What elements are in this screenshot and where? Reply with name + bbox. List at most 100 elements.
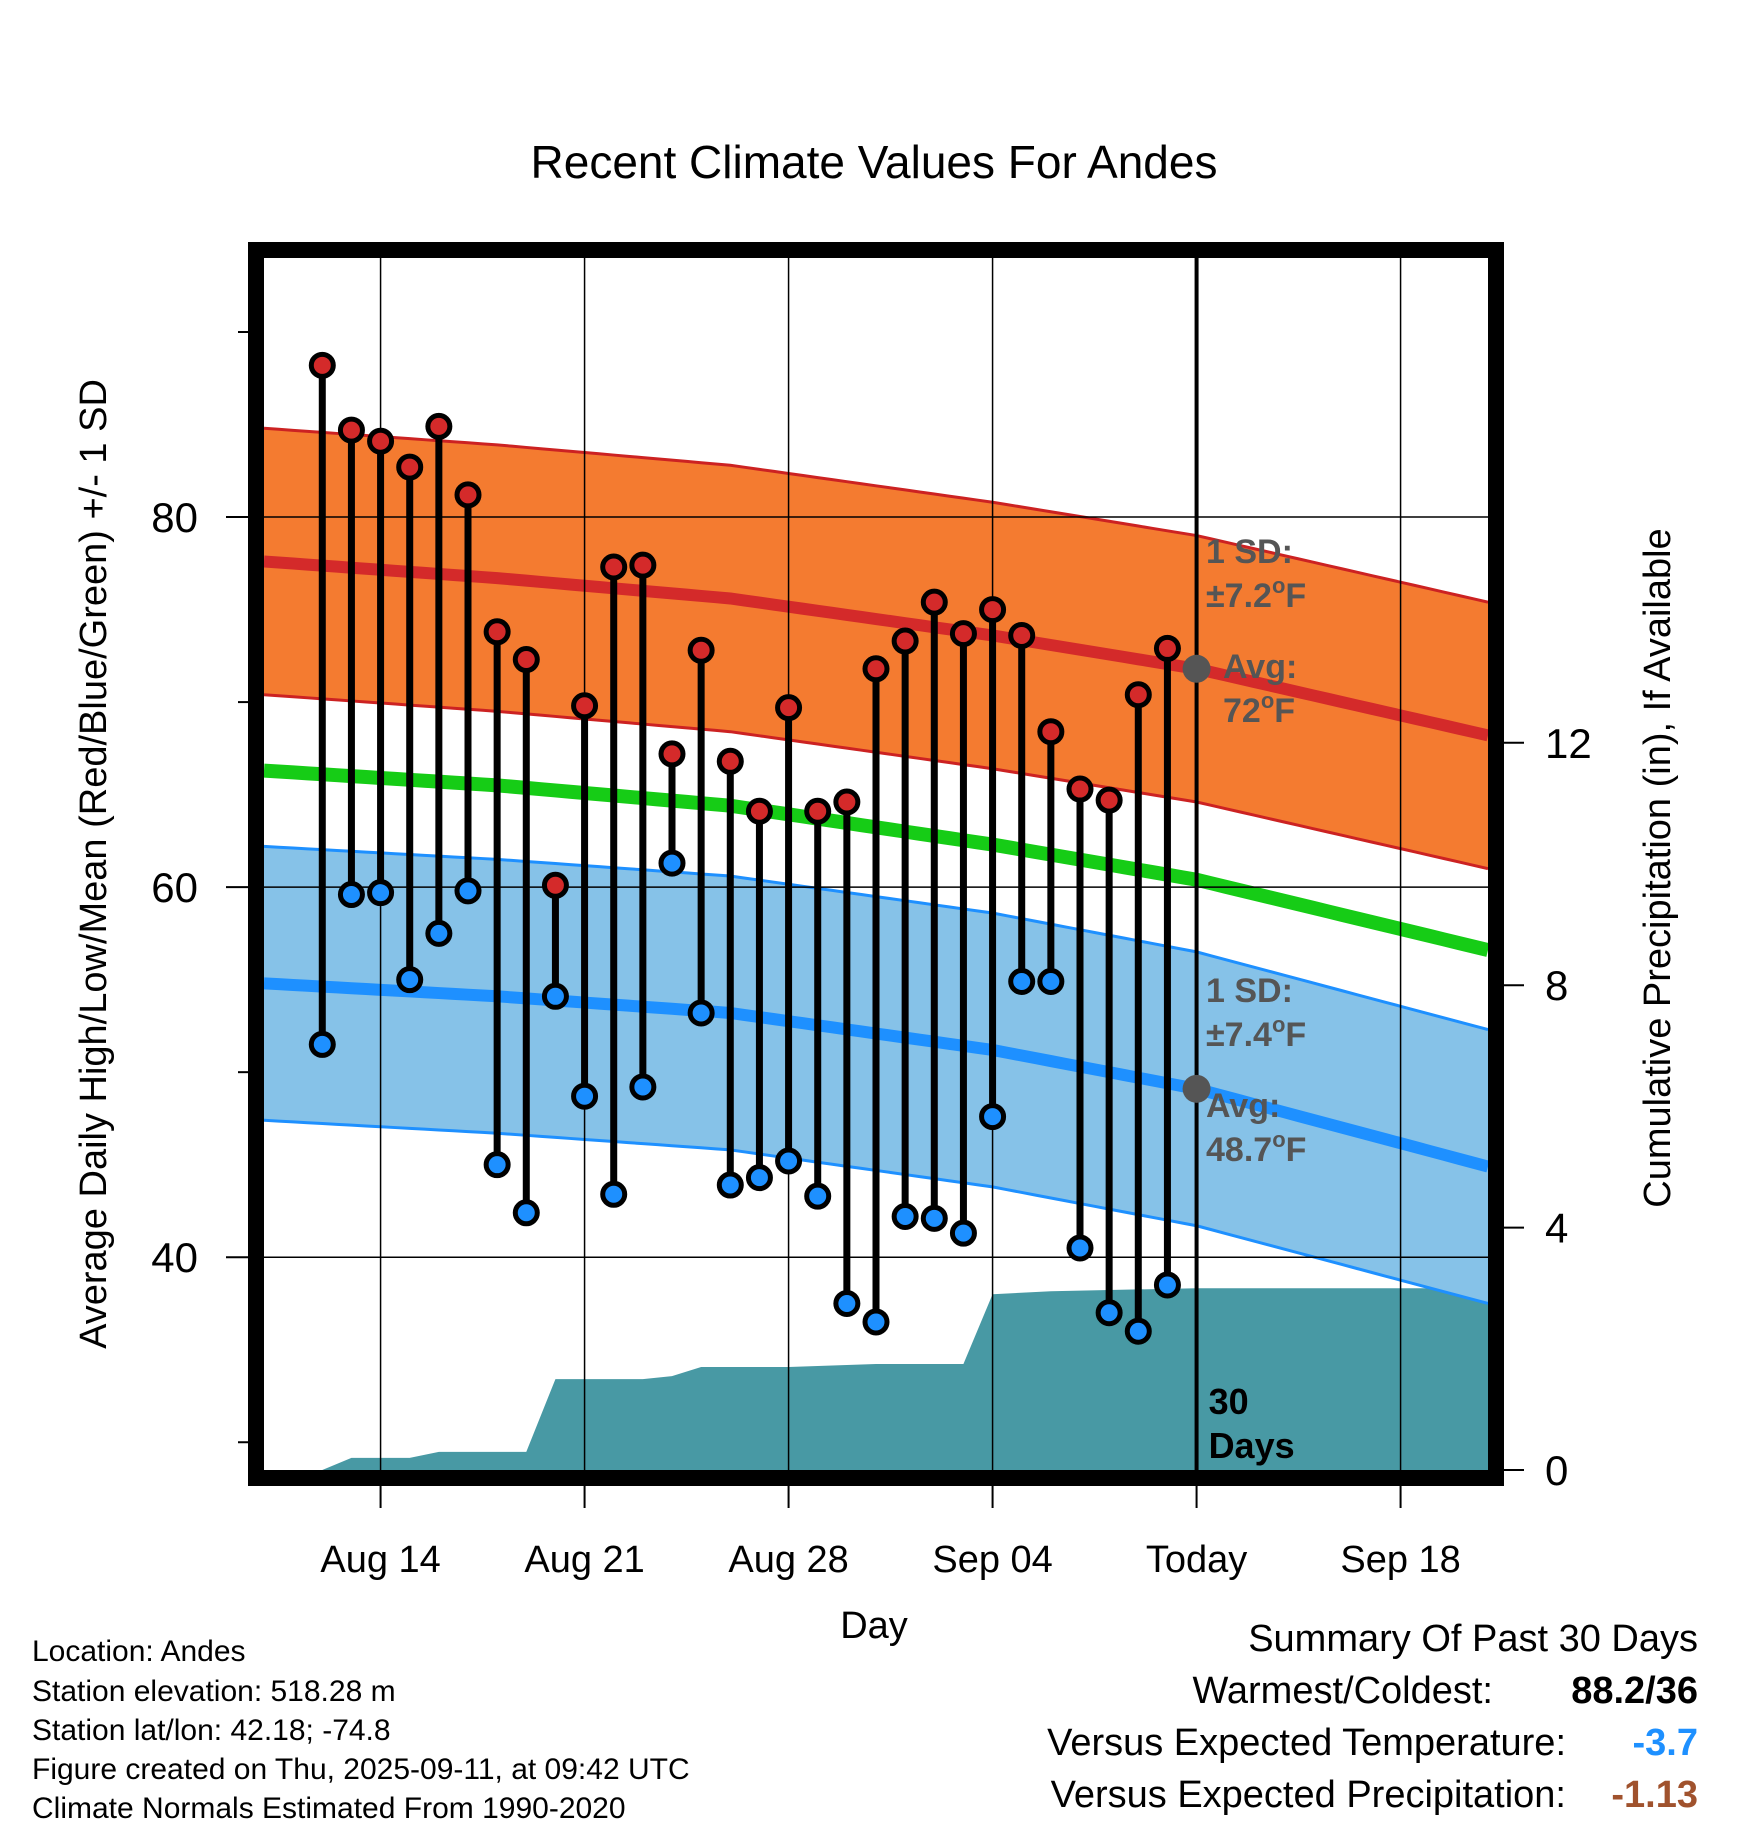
daily-high-point: [600, 553, 628, 581]
daily-high-point: [775, 694, 803, 722]
daily-low-point: [1037, 967, 1065, 995]
summary-vs-precip-label: Versus Expected Precipitation:: [1050, 1774, 1566, 1816]
daily-high-point: [949, 620, 977, 648]
info-latlon: Station lat/lon: 42.18; -74.8: [32, 1714, 391, 1747]
summary-vs-precip-value: -1.13: [1611, 1774, 1698, 1816]
daily-high-point: [1037, 718, 1065, 746]
daily-low-point: [337, 881, 365, 909]
precipitation-area: [293, 1288, 1488, 1470]
y-tick-label: 60: [151, 864, 198, 911]
low-sd-label: 1 SD:: [1206, 972, 1293, 1010]
chart-title: Recent Climate Values For Andes: [531, 136, 1218, 188]
daily-low-point: [512, 1199, 540, 1227]
daily-high-point: [716, 747, 744, 775]
daily-high-point: [891, 627, 919, 655]
daily-high-point: [1008, 621, 1036, 649]
high-sd-label: 1 SD:: [1206, 533, 1293, 571]
daily-low-point: [862, 1308, 890, 1336]
high-band-upper-edge: [264, 426, 1488, 604]
high-sd-band: [264, 428, 1488, 869]
daily-high-point: [804, 797, 832, 825]
daily-low-point: [949, 1219, 977, 1247]
daily-high-point: [541, 871, 569, 899]
x-tick-label: Today: [1146, 1539, 1247, 1581]
daily-low-point: [716, 1171, 744, 1199]
high-avg-value: 72oF: [1223, 688, 1295, 730]
daily-low-point: [775, 1147, 803, 1175]
y-tick-label: 40: [151, 1234, 198, 1281]
y-tick-label: 80: [151, 494, 198, 541]
daily-high-point: [367, 427, 395, 455]
daily-high-point: [920, 588, 948, 616]
daily-high-point: [1153, 634, 1181, 662]
daily-low-point: [745, 1164, 773, 1192]
today-days-word: Days: [1209, 1425, 1295, 1466]
info-location: Location: Andes: [32, 1635, 246, 1668]
daily-low-point: [629, 1073, 657, 1101]
daily-low-point: [308, 1030, 336, 1058]
daily-low-point: [396, 966, 424, 994]
daily-low-point: [1124, 1317, 1152, 1345]
daily-high-point: [425, 412, 453, 440]
today-high-normal-marker: [1182, 654, 1211, 683]
daily-high-point: [571, 692, 599, 720]
daily-high-point: [483, 618, 511, 646]
x-axis-label: Day: [840, 1605, 908, 1647]
summary-warmest-label: Warmest/Coldest:: [1192, 1670, 1493, 1712]
low-sd-value: ±7.4oF: [1206, 1012, 1306, 1054]
daily-high-point: [454, 481, 482, 509]
daily-high-point: [979, 596, 1007, 624]
daily-high-point: [1095, 786, 1123, 814]
info-created: Figure created on Thu, 2025-09-11, at 09…: [32, 1753, 690, 1786]
y2-tick-label: 0: [1545, 1447, 1568, 1494]
daily-high-point: [745, 797, 773, 825]
today-low-normal-marker: [1182, 1074, 1211, 1103]
x-tick-label: Aug 28: [728, 1539, 848, 1581]
summary-vs-temp-label: Versus Expected Temperature:: [1047, 1722, 1566, 1764]
daily-low-point: [1095, 1299, 1123, 1327]
info-elevation: Station elevation: 518.28 m: [32, 1675, 396, 1708]
daily-low-point: [891, 1202, 919, 1230]
plot-frame: [248, 242, 1504, 1486]
daily-high-point: [337, 416, 365, 444]
info-normals: Climate Normals Estimated From 1990-2020: [32, 1792, 626, 1825]
daily-low-point: [483, 1151, 511, 1179]
low-avg-value: 48.7oF: [1206, 1127, 1306, 1169]
y2-tick-label: 4: [1545, 1205, 1568, 1252]
daily-low-point: [1008, 967, 1036, 995]
daily-low-point: [804, 1182, 832, 1210]
y2-tick-label: 12: [1545, 720, 1592, 767]
today-days-number: 30: [1209, 1381, 1249, 1422]
high-avg-label: Avg:: [1223, 648, 1297, 686]
daily-low-point: [571, 1082, 599, 1110]
daily-low-point: [979, 1103, 1007, 1131]
x-tick-label: Aug 14: [320, 1539, 440, 1581]
daily-high-point: [833, 788, 861, 816]
daily-low-point: [833, 1289, 861, 1317]
axes: 40 60 80 0 4 8 12 Aug 14 Aug 21 Aug 28 Sep 04 Today…: [151, 331, 1592, 1581]
daily-high-point: [1124, 681, 1152, 709]
summary-warmest-value: 88.2/36: [1571, 1670, 1698, 1712]
summary-title: Summary Of Past 30 Days: [1248, 1618, 1698, 1660]
high-sd-value: ±7.2oF: [1206, 573, 1306, 615]
x-tick-label: Sep 04: [932, 1539, 1052, 1581]
daily-low-point: [541, 982, 569, 1010]
daily-high-point: [396, 453, 424, 481]
daily-low-point: [658, 849, 686, 877]
y2-tick-label: 8: [1545, 962, 1568, 1009]
daily-high-point: [308, 351, 336, 379]
daily-low-point: [425, 919, 453, 947]
x-tick-label: Sep 18: [1340, 1539, 1460, 1581]
daily-low-point: [600, 1180, 628, 1208]
daily-high-point: [687, 636, 715, 664]
daily-high-point: [629, 551, 657, 579]
daily-high-point: [862, 655, 890, 683]
low-avg-label: Avg:: [1206, 1087, 1280, 1125]
daily-low-point: [920, 1204, 948, 1232]
daily-low-point: [454, 877, 482, 905]
daily-low-point: [1153, 1271, 1181, 1299]
daily-low-point: [367, 879, 395, 907]
daily-high-point: [658, 740, 686, 768]
